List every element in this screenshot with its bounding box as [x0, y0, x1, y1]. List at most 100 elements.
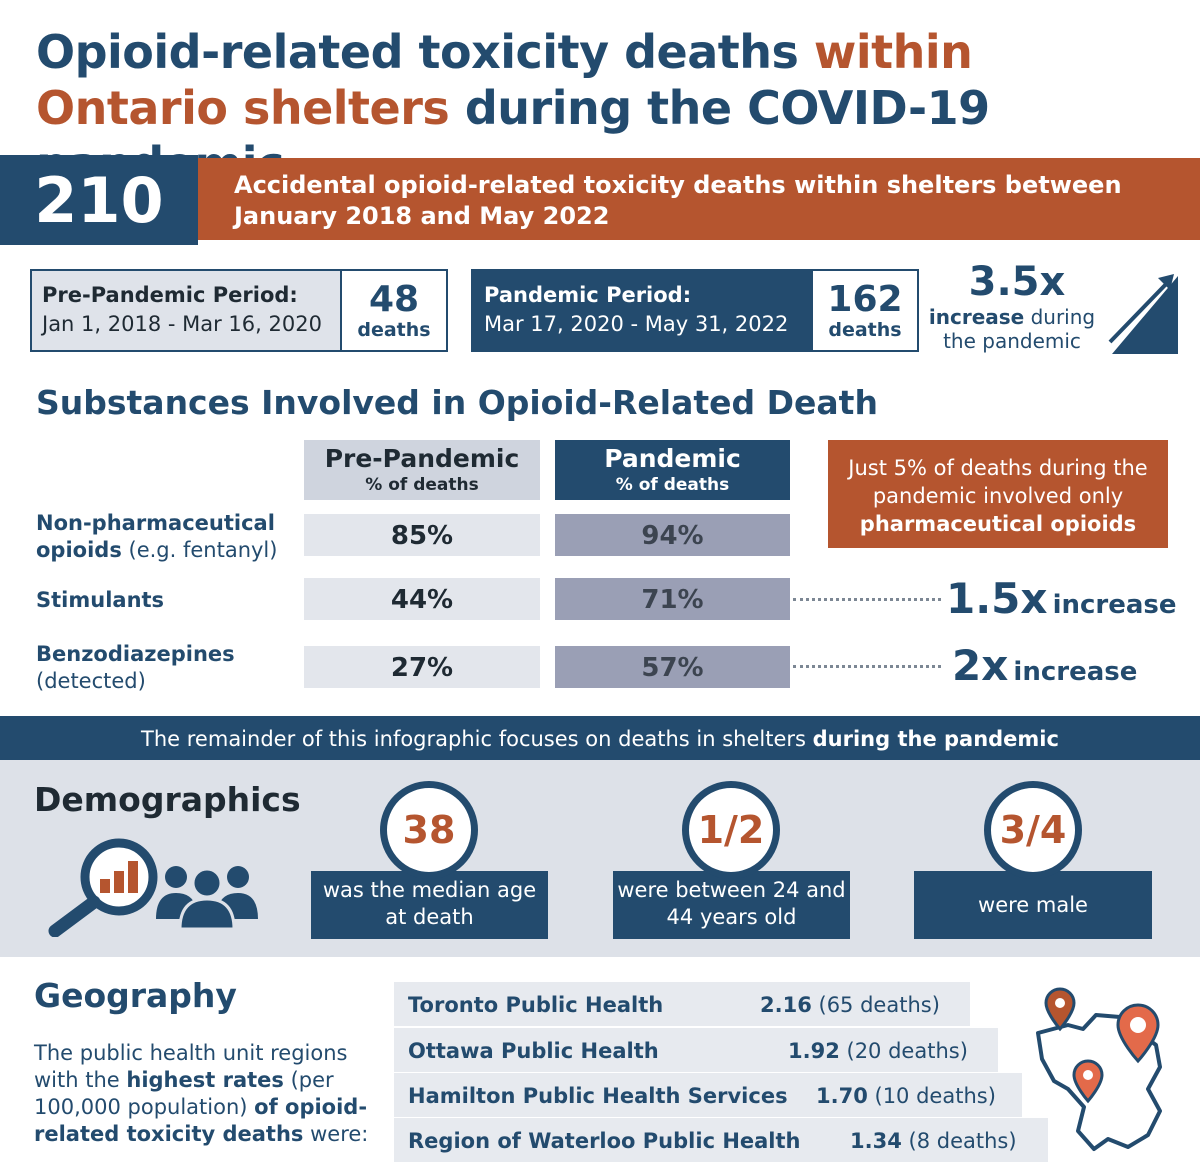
pan-period-range: Mar 17, 2020 - May 31, 2022 — [484, 312, 789, 336]
geo-region-name: Hamilton Public Health Services — [408, 1084, 788, 1108]
geo-bold-2: of opioid-related toxicity deaths — [34, 1095, 368, 1146]
geo-row-hamilton: Hamilton Public Health Services 1.70 (10… — [394, 1073, 1022, 1117]
cell-pan-stimulants: 71% — [555, 578, 790, 620]
map-pin-icon — [1116, 1003, 1160, 1064]
column-pre-subtitle: % of deaths — [365, 475, 479, 495]
geo-region-name: Region of Waterloo Public Health — [408, 1129, 801, 1153]
people-group-icon — [156, 866, 258, 929]
geo-region-rate: 1.70 (10 deaths) — [816, 1073, 996, 1119]
banner-text: Accidental opioid-related toxicity death… — [234, 171, 1122, 230]
substances-heading: Substances Involved in Opioid-Related De… — [36, 383, 878, 422]
magnifier-chart-icon — [48, 838, 158, 937]
geo-region-rate: 1.92 (20 deaths) — [788, 1028, 968, 1074]
increase-word: increase — [928, 305, 1025, 329]
row-label-stimulants: Stimulants — [36, 587, 306, 614]
row-label-rest: (e.g. fentanyl) — [121, 538, 278, 562]
geo-rate-value: 1.34 — [850, 1129, 902, 1153]
stat-box-median-age: was the median age at death — [311, 871, 548, 939]
geo-deaths: (65 deaths) — [811, 993, 940, 1017]
cell-pre-stimulants: 44% — [304, 578, 540, 620]
map-pin-icon — [1044, 987, 1076, 1032]
demographics-heading: Demographics — [34, 780, 301, 819]
cell-pre-benzodiazepines: 27% — [304, 646, 540, 688]
stat-label: were male — [978, 893, 1088, 917]
geo-row-toronto: Toronto Public Health 2.16 (65 deaths) — [394, 982, 970, 1026]
benzodiazepines-multiplier: 2x increase — [952, 641, 1137, 690]
increase-caption: increase during the pandemic — [922, 305, 1102, 353]
column-header-pandemic: Pandemic % of deaths — [555, 440, 790, 500]
diagonal-arrow-icon — [1108, 274, 1178, 354]
pre-pandemic-period-box: Pre-Pandemic Period: Jan 1, 2018 - Mar 1… — [30, 269, 342, 352]
geo-deaths: (20 deaths) — [839, 1039, 968, 1063]
geo-bold-1: highest rates — [126, 1068, 284, 1092]
title-part-1: Opioid-related toxicity deaths — [36, 25, 814, 79]
pre-period-range: Jan 1, 2018 - Mar 16, 2020 — [42, 312, 322, 336]
multiplier-word: increase — [1052, 590, 1177, 620]
focus-banner: The remainder of this infographic focuse… — [0, 716, 1200, 760]
cell-pan-benzodiazepines: 57% — [555, 646, 790, 688]
multiplier-value: 1.5x — [946, 574, 1048, 623]
pre-period-title: Pre-Pandemic Period: — [42, 283, 298, 307]
geo-deaths: (10 deaths) — [867, 1084, 996, 1108]
cell-pan-non-pharmaceutical: 94% — [555, 514, 790, 556]
callout-bold: pharmaceutical opioids — [859, 512, 1137, 536]
column-pre-title: Pre-Pandemic — [324, 444, 520, 473]
banner-background — [195, 158, 1200, 240]
column-pan-subtitle: % of deaths — [615, 475, 730, 495]
geography-heading: Geography — [34, 976, 237, 1015]
geo-rate-value: 1.70 — [816, 1084, 868, 1108]
row-label-bold: Non-pharmaceutical opioids — [36, 511, 275, 562]
map-pin-icon — [1072, 1059, 1104, 1104]
pharmaceutical-callout: Just 5% of deaths during the pandemic in… — [828, 440, 1168, 548]
focus-bold: during the pandemic — [812, 727, 1059, 751]
row-label-bold: Benzodiazepines — [36, 642, 235, 666]
banner-number-box — [0, 155, 198, 245]
pre-period-unit: deaths — [357, 319, 431, 341]
stat-circle-male: 3/4 — [984, 781, 1082, 879]
stat-label: was the median age at death — [322, 878, 537, 929]
multiplier-word: increase — [1013, 657, 1138, 687]
column-header-pre-pandemic: Pre-Pandemic % of deaths — [304, 440, 540, 500]
title-part-2: within Ontario shelters — [36, 25, 973, 135]
stat-circle-median-age: 38 — [380, 781, 478, 879]
stimulants-multiplier: 1.5x increase — [946, 574, 1177, 623]
increase-rest: during the pandemic — [943, 305, 1096, 353]
dotted-connector — [793, 598, 941, 601]
geo-deaths: (8 deaths) — [901, 1129, 1017, 1153]
pan-period-unit: deaths — [828, 319, 902, 341]
geo-text-3: were: — [303, 1122, 369, 1146]
pandemic-period-box: Pandemic Period: Mar 17, 2020 - May 31, … — [471, 269, 813, 352]
row-label-rest: (detected) — [36, 669, 146, 693]
geo-row-ottawa: Ottawa Public Health 1.92 (20 deaths) — [394, 1028, 998, 1072]
geo-region-name: Ottawa Public Health — [408, 1039, 659, 1063]
geo-region-name: Toronto Public Health — [408, 993, 664, 1017]
row-label-benzodiazepines: Benzodiazepines (detected) — [36, 641, 306, 695]
geo-rate-value: 1.92 — [788, 1039, 840, 1063]
total-deaths-number: 210 — [34, 164, 164, 237]
geo-rate-value: 2.16 — [760, 993, 812, 1017]
stat-label: were between 24 and 44 years old — [617, 878, 846, 929]
row-label-non-pharmaceutical: Non-pharmaceutical opioids (e.g. fentany… — [36, 510, 306, 564]
stat-box-age-range: were between 24 and 44 years old — [613, 871, 850, 939]
pre-period-count: 48 — [368, 279, 420, 320]
stat-circle-age-range: 1/2 — [682, 781, 780, 879]
cell-pre-non-pharmaceutical: 85% — [304, 514, 540, 556]
geo-region-rate: 1.34 (8 deaths) — [850, 1118, 1017, 1164]
geo-region-rate: 2.16 (65 deaths) — [760, 982, 940, 1028]
row-label-bold: Stimulants — [36, 588, 165, 612]
multiplier-value: 2x — [952, 641, 1009, 690]
geo-row-waterloo: Region of Waterloo Public Health 1.34 (8… — [394, 1118, 1048, 1162]
pan-period-title: Pandemic Period: — [484, 283, 692, 307]
callout-text: Just 5% of deaths during the pandemic in… — [848, 456, 1148, 508]
increase-multiplier: 3.5x — [968, 259, 1066, 305]
dotted-connector — [793, 665, 941, 668]
geography-description: The public health unit regions with the … — [34, 1040, 384, 1148]
pandemic-period-count-box: 162 deaths — [811, 269, 919, 352]
geo-text-1: The public health unit regions with the — [34, 1041, 348, 1092]
pre-period-count-box: 48 deaths — [340, 269, 448, 352]
stat-box-male: were male — [914, 871, 1152, 939]
focus-text: The remainder of this infographic focuse… — [141, 727, 813, 751]
pan-period-count: 162 — [827, 279, 903, 320]
geo-text-2: (per 100,000 population) — [34, 1068, 334, 1119]
column-pan-title: Pandemic — [604, 444, 741, 473]
